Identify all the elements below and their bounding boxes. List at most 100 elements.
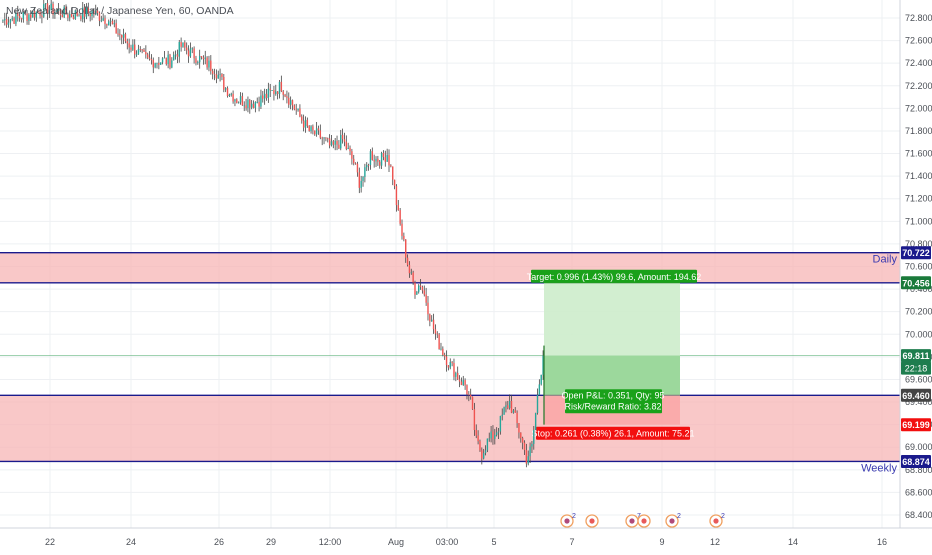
candle-body — [17, 12, 19, 17]
price-tag[interactable]: 70.456 — [901, 276, 931, 290]
stop-label-text: Stop: 0.261 (0.38%) 26.1, Amount: 75.21 — [531, 429, 694, 439]
time-tick-label: 12 — [710, 537, 720, 547]
candle-body — [523, 442, 526, 451]
candle-body — [451, 362, 453, 364]
candle-body — [278, 81, 281, 95]
candle-body — [301, 116, 303, 121]
position-tool[interactable]: Target: 0.996 (1.43%) 99.6, Amount: 194.… — [527, 269, 702, 440]
candle-body — [20, 18, 23, 20]
candle-body — [414, 282, 416, 295]
candle-body — [172, 54, 175, 61]
candle-body — [421, 286, 424, 291]
candle-body — [158, 62, 160, 65]
event-icon[interactable] — [585, 514, 599, 528]
price-tag[interactable]: 69.199 — [901, 418, 931, 432]
candle-body — [360, 180, 362, 188]
candle-body — [497, 431, 500, 433]
candle-body — [143, 49, 145, 52]
candle-body — [341, 134, 344, 140]
price-tick-label: 69.000 — [905, 442, 932, 452]
candle-body — [332, 141, 335, 145]
time-axis[interactable]: 22 24 26 29 12:00 Aug 03:00 5 7 9 12 14 16 — [0, 527, 932, 550]
price-tag-bg — [901, 418, 931, 432]
price-tag[interactable]: 69.460 — [901, 388, 931, 402]
candle-body — [462, 380, 464, 385]
candle-body — [427, 302, 429, 315]
candle-body — [245, 105, 247, 108]
time-tick-label: 22 — [45, 537, 55, 547]
candle-body — [215, 74, 218, 79]
candle-body — [167, 54, 169, 65]
candle-body — [182, 42, 184, 47]
event-icon[interactable]: 2 — [709, 513, 725, 528]
price-tag[interactable]: 68.874 — [901, 454, 931, 468]
price-axis[interactable]: 68.40068.60068.80069.00069.20069.40069.6… — [899, 0, 932, 528]
candle-body — [117, 33, 119, 35]
candle-body — [80, 15, 82, 20]
event-icon[interactable] — [637, 514, 651, 528]
event-icon[interactable]: 7 — [625, 513, 641, 528]
candle-body — [96, 10, 99, 13]
event-icon[interactable]: 2 — [560, 513, 576, 528]
candle-body — [288, 97, 290, 105]
price-tick-label: 68.400 — [905, 510, 932, 520]
time-tick-label: 9 — [659, 537, 664, 547]
candle-body — [377, 158, 379, 162]
candle-body — [18, 16, 21, 19]
candle-body — [115, 23, 117, 34]
candle-body — [206, 57, 208, 68]
candle-body — [76, 10, 78, 16]
price-tag[interactable]: 69.811 — [901, 349, 931, 363]
candle-body — [514, 410, 516, 413]
candle-body — [405, 239, 407, 258]
candle-body — [384, 157, 386, 162]
candle-body — [306, 119, 309, 126]
time-tick-label: 14 — [788, 537, 798, 547]
candle-body — [362, 176, 364, 181]
candle-body — [390, 165, 392, 167]
candle-body — [520, 432, 522, 439]
candle-body — [477, 435, 479, 442]
candle-body — [471, 396, 474, 410]
candle-body — [13, 18, 15, 24]
candle-body — [191, 48, 193, 50]
candle-body — [241, 96, 244, 106]
price-tag-text: 69.460 — [902, 391, 930, 401]
candle-body — [78, 15, 80, 17]
candle-body — [401, 223, 403, 236]
candle-body — [418, 285, 420, 292]
candle-body — [531, 443, 533, 447]
candle-body — [486, 438, 489, 451]
candle-body — [108, 21, 110, 26]
event-icon[interactable]: 2 — [665, 513, 681, 528]
candle-body — [26, 13, 28, 21]
events-row[interactable]: 2 7 2 2 — [560, 513, 725, 528]
candle-body — [250, 103, 253, 108]
candle-body — [59, 9, 62, 16]
price-tick-label: 70.800 — [905, 239, 932, 249]
candle-body — [154, 63, 156, 68]
candle-body — [542, 355, 544, 375]
candle-body — [540, 374, 542, 385]
candle-body — [132, 44, 134, 50]
candle-body — [492, 431, 494, 439]
candle-body — [499, 415, 502, 432]
price-tick-label: 72.000 — [905, 103, 932, 113]
candle-body — [314, 130, 316, 135]
candle-body — [217, 74, 219, 79]
price-tick-label: 70.600 — [905, 262, 932, 272]
candle-body — [503, 407, 505, 415]
candle-body — [243, 105, 245, 107]
candle-body — [260, 95, 262, 107]
candle-body — [336, 140, 338, 145]
candle-body — [308, 125, 310, 131]
candle-body — [286, 96, 288, 98]
event-dot — [629, 518, 635, 524]
target-label-text: Target: 0.996 (1.43%) 99.6, Amount: 194.… — [527, 272, 702, 282]
candle-body — [518, 423, 520, 433]
zone-weekly — [0, 395, 900, 462]
price-tag[interactable]: 70.722 — [901, 246, 931, 260]
candle-body — [482, 453, 485, 459]
